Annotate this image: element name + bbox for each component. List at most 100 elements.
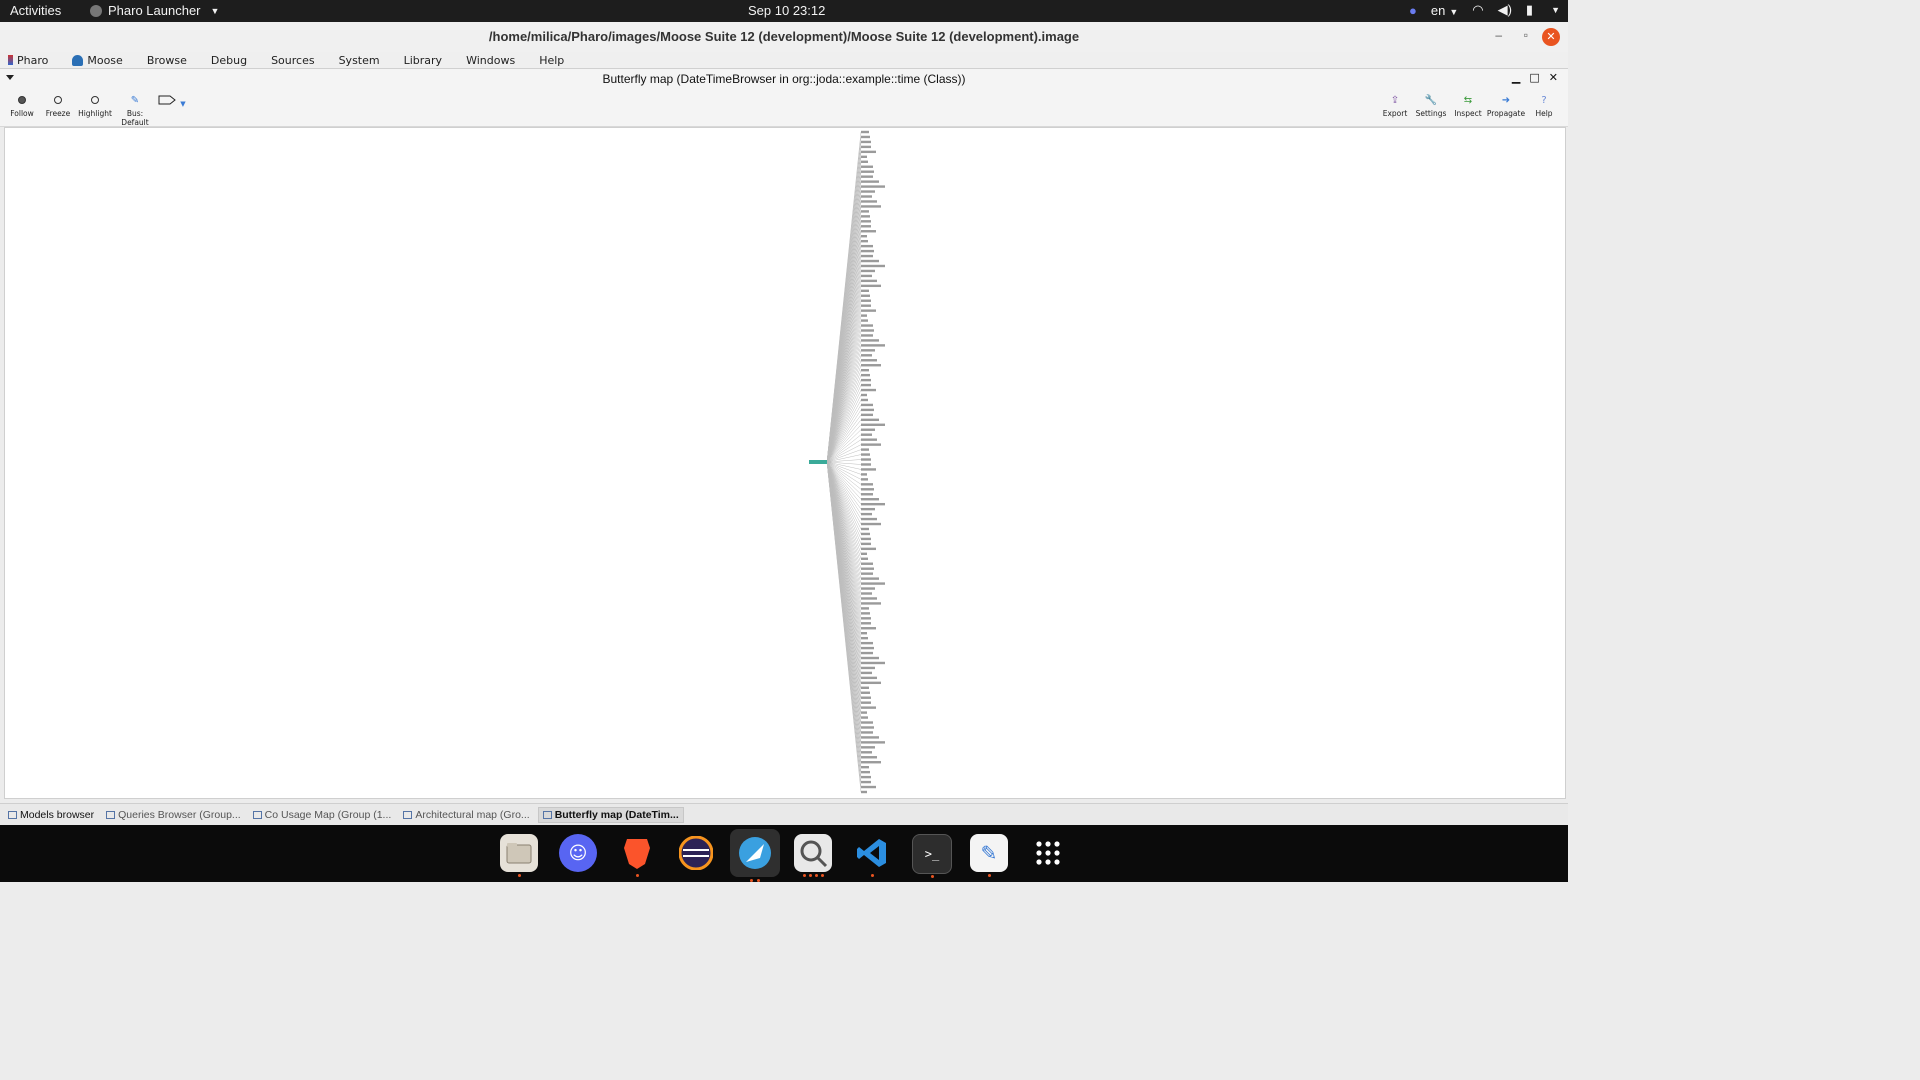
method-node[interactable] xyxy=(861,329,874,332)
method-node[interactable] xyxy=(861,716,868,719)
method-node[interactable] xyxy=(861,686,869,689)
method-node[interactable] xyxy=(861,542,871,546)
menu-library[interactable]: Library xyxy=(403,53,443,67)
method-node[interactable] xyxy=(861,180,879,183)
method-node[interactable] xyxy=(861,775,871,779)
method-node[interactable] xyxy=(861,756,877,759)
method-node[interactable] xyxy=(861,651,873,655)
bus-button[interactable]: ✎ Bus: Default xyxy=(113,94,157,128)
method-node[interactable] xyxy=(861,155,867,159)
menu-help[interactable]: Help xyxy=(539,53,565,67)
task-queries-browser[interactable]: Queries Browser (Group... xyxy=(102,807,245,823)
method-node[interactable] xyxy=(861,562,873,565)
method-node[interactable] xyxy=(861,254,873,258)
method-node[interactable] xyxy=(861,448,869,451)
method-node[interactable] xyxy=(861,190,875,193)
wifi-icon[interactable]: ◠ xyxy=(1472,2,1484,17)
method-node[interactable] xyxy=(861,249,874,253)
method-node[interactable] xyxy=(861,259,879,263)
method-node[interactable] xyxy=(861,632,867,635)
method-node[interactable] xyxy=(861,423,885,426)
menu-system[interactable]: System xyxy=(338,53,380,67)
method-node[interactable] xyxy=(861,557,868,560)
freeze-button[interactable]: Freeze xyxy=(36,94,80,118)
method-node[interactable] xyxy=(861,130,869,134)
language-selector[interactable]: en ▼ xyxy=(1431,3,1458,18)
method-node[interactable] xyxy=(861,304,871,307)
menu-debug[interactable]: Debug xyxy=(210,53,248,67)
method-node[interactable] xyxy=(861,418,879,422)
method-node[interactable] xyxy=(861,507,875,511)
minimize-icon[interactable]: – xyxy=(1495,28,1502,42)
method-node[interactable] xyxy=(861,493,873,496)
menu-browse[interactable]: Browse xyxy=(146,53,187,67)
menu-moose[interactable]: Moose xyxy=(60,54,134,67)
method-node[interactable] xyxy=(861,532,870,536)
method-node[interactable] xyxy=(861,200,877,203)
method-node[interactable] xyxy=(861,706,876,709)
method-node[interactable] xyxy=(861,458,871,461)
method-node[interactable] xyxy=(861,284,881,288)
method-node[interactable] xyxy=(861,741,885,744)
method-node[interactable] xyxy=(861,780,871,784)
method-node[interactable] xyxy=(861,364,881,367)
butterfly-map-canvas[interactable] xyxy=(4,127,1566,799)
help-button[interactable]: ? Help xyxy=(1522,94,1566,119)
app-grid-icon[interactable] xyxy=(1029,834,1067,872)
method-node[interactable] xyxy=(861,438,877,441)
export-button[interactable]: ⇪ Export xyxy=(1373,94,1417,119)
method-node[interactable] xyxy=(861,299,871,302)
method-node[interactable] xyxy=(861,572,873,575)
method-node[interactable] xyxy=(861,239,868,243)
method-node[interactable] xyxy=(861,627,876,630)
method-node[interactable] xyxy=(861,785,876,789)
close-icon[interactable]: ✕ xyxy=(1548,71,1558,84)
method-node[interactable] xyxy=(861,274,872,278)
method-node[interactable] xyxy=(861,726,874,729)
method-node[interactable] xyxy=(861,150,876,154)
method-node[interactable] xyxy=(861,210,869,213)
method-node[interactable] xyxy=(861,746,875,749)
method-node[interactable] xyxy=(861,552,867,556)
settings-button[interactable]: 🔧 Settings xyxy=(1409,94,1453,119)
method-node[interactable] xyxy=(861,517,877,521)
brave-icon[interactable] xyxy=(618,834,656,877)
method-node[interactable] xyxy=(861,498,879,501)
task-models-browser[interactable]: Models browser xyxy=(4,807,98,823)
method-node[interactable] xyxy=(861,617,871,620)
method-node[interactable] xyxy=(861,324,873,327)
inspect-button[interactable]: ⇆ Inspect xyxy=(1446,94,1490,119)
method-node[interactable] xyxy=(861,646,874,650)
method-node[interactable] xyxy=(861,607,869,610)
app-menu[interactable]: Pharo Launcher ▼ xyxy=(90,3,219,18)
method-node[interactable] xyxy=(861,373,870,377)
center-class-node[interactable] xyxy=(809,460,827,464)
method-node[interactable] xyxy=(861,413,873,417)
method-node[interactable] xyxy=(861,398,868,402)
notification-icon[interactable]: ● xyxy=(1409,2,1417,18)
task-butterfly-map[interactable]: Butterfly map (DateTim... xyxy=(537,806,684,823)
method-node[interactable] xyxy=(861,453,870,456)
clock[interactable]: Sep 10 23:12 xyxy=(748,3,826,18)
method-node[interactable] xyxy=(861,473,867,476)
method-node[interactable] xyxy=(861,388,876,392)
propagate-button[interactable]: ➜ Propagate xyxy=(1484,94,1528,119)
text-editor-icon[interactable]: ✎ xyxy=(970,834,1008,877)
method-node[interactable] xyxy=(861,478,868,481)
inner-window-header[interactable]: Butterfly map (DateTimeBrowser in org::j… xyxy=(0,68,1568,89)
image-viewer-icon[interactable] xyxy=(794,834,832,877)
method-node[interactable] xyxy=(861,612,870,615)
method-node[interactable] xyxy=(861,383,871,387)
method-node[interactable] xyxy=(861,309,876,312)
minimize-icon[interactable]: ▁ xyxy=(1511,71,1521,84)
method-node[interactable] xyxy=(861,393,867,397)
method-node[interactable] xyxy=(861,696,871,699)
restore-icon[interactable]: ▫ xyxy=(1523,28,1528,42)
method-node[interactable] xyxy=(861,592,872,595)
method-node[interactable] xyxy=(861,622,871,625)
method-node[interactable] xyxy=(861,279,877,283)
method-node[interactable] xyxy=(861,244,873,248)
follow-button[interactable]: Follow xyxy=(0,94,44,118)
method-node[interactable] xyxy=(861,165,873,168)
method-node[interactable] xyxy=(861,671,872,675)
